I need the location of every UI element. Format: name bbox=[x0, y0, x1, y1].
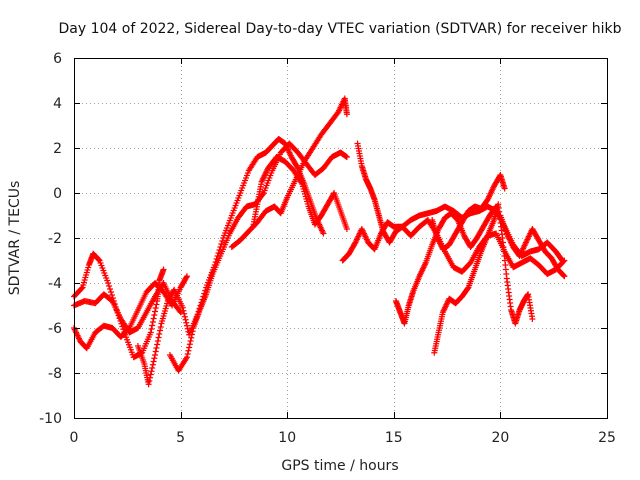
data-point bbox=[107, 289, 114, 295]
series-track-5 bbox=[166, 140, 350, 374]
data-point bbox=[149, 365, 156, 371]
data-point bbox=[160, 266, 167, 273]
data-point bbox=[156, 331, 163, 337]
data-point bbox=[147, 374, 154, 381]
data-point bbox=[184, 351, 191, 357]
data-point bbox=[156, 327, 163, 334]
y-tick-label: -10 bbox=[39, 411, 62, 427]
data-point bbox=[529, 316, 536, 322]
axis-ticks: 0 5 10 15 20 25 -10 -8 -6 -4 -2 0 2 4 6 bbox=[39, 51, 616, 446]
data-point bbox=[107, 286, 114, 292]
data-point bbox=[343, 226, 350, 232]
data-point bbox=[153, 301, 160, 308]
data-point bbox=[182, 316, 189, 323]
data-point bbox=[152, 305, 159, 311]
data-point bbox=[106, 283, 113, 289]
y-tick-label: 0 bbox=[53, 186, 62, 202]
data-point bbox=[179, 304, 186, 311]
data-point bbox=[148, 368, 155, 375]
series-track-6 bbox=[228, 95, 350, 250]
series-track-7 bbox=[250, 154, 350, 232]
data-point bbox=[219, 238, 226, 244]
chart-title: Day 104 of 2022, Sidereal Day-to-day VTE… bbox=[59, 21, 622, 37]
y-axis-label: SDTVAR / TECUs bbox=[7, 181, 23, 296]
data-point bbox=[185, 347, 192, 354]
data-point bbox=[188, 331, 195, 338]
data-point bbox=[561, 257, 568, 264]
data-point bbox=[95, 256, 102, 263]
data-point bbox=[181, 313, 188, 320]
data-point bbox=[187, 338, 194, 344]
data-point bbox=[145, 381, 152, 388]
data-point bbox=[183, 274, 190, 281]
data-point bbox=[157, 324, 164, 330]
x-tick-label: 0 bbox=[70, 430, 79, 446]
data-point bbox=[343, 154, 350, 160]
data-point bbox=[147, 371, 154, 378]
data-point bbox=[320, 230, 327, 237]
data-point bbox=[180, 307, 187, 314]
data-point bbox=[152, 308, 159, 315]
data-point bbox=[183, 354, 190, 361]
data-point bbox=[153, 345, 160, 351]
series-track-3 bbox=[71, 273, 190, 352]
data-point bbox=[148, 326, 155, 332]
y-tick-label: -6 bbox=[48, 321, 62, 337]
data-point bbox=[155, 334, 162, 341]
data-point bbox=[152, 352, 159, 358]
data-point bbox=[343, 111, 350, 118]
data-point bbox=[184, 325, 191, 332]
data-point bbox=[108, 292, 115, 298]
x-tick-label: 10 bbox=[278, 430, 296, 446]
data-point bbox=[149, 322, 156, 329]
series-track-9 bbox=[354, 140, 568, 277]
y-tick-label: 4 bbox=[53, 96, 62, 112]
data-point bbox=[154, 338, 161, 344]
y-tick-label: -2 bbox=[48, 231, 62, 247]
y-tick-label: -4 bbox=[48, 276, 62, 292]
data-point bbox=[181, 310, 188, 317]
y-tick-label: 6 bbox=[53, 51, 62, 67]
data-point bbox=[154, 341, 161, 348]
data-point bbox=[78, 285, 85, 292]
data-point bbox=[189, 328, 196, 335]
data-point bbox=[186, 344, 193, 351]
series-track-12 bbox=[429, 172, 508, 253]
data-point bbox=[149, 361, 156, 368]
x-tick-label: 25 bbox=[598, 430, 616, 446]
data-point bbox=[151, 312, 158, 318]
series-track-13 bbox=[497, 212, 568, 280]
data-point bbox=[150, 358, 157, 365]
data-point bbox=[183, 273, 190, 280]
data-point bbox=[560, 272, 567, 279]
data-point bbox=[186, 341, 193, 348]
data-points bbox=[71, 95, 568, 388]
series-track-11 bbox=[431, 201, 536, 356]
y-tick-label: -8 bbox=[48, 366, 62, 382]
data-point bbox=[183, 319, 190, 326]
data-point bbox=[147, 329, 154, 336]
data-point bbox=[218, 241, 225, 247]
data-point bbox=[183, 322, 190, 329]
data-point bbox=[105, 280, 112, 286]
x-tick-label: 5 bbox=[176, 430, 185, 446]
x-tick-label: 15 bbox=[385, 430, 403, 446]
data-point bbox=[561, 273, 568, 280]
data-point bbox=[152, 348, 159, 355]
data-point bbox=[151, 355, 158, 362]
data-point bbox=[149, 319, 156, 325]
y-tick-label: 2 bbox=[53, 141, 62, 157]
data-point bbox=[146, 378, 153, 384]
x-axis-label: GPS time / hours bbox=[281, 458, 398, 474]
data-point bbox=[560, 258, 567, 265]
data-point bbox=[150, 315, 157, 322]
data-point bbox=[188, 334, 195, 341]
data-point bbox=[501, 185, 508, 192]
x-tick-label: 20 bbox=[491, 430, 509, 446]
